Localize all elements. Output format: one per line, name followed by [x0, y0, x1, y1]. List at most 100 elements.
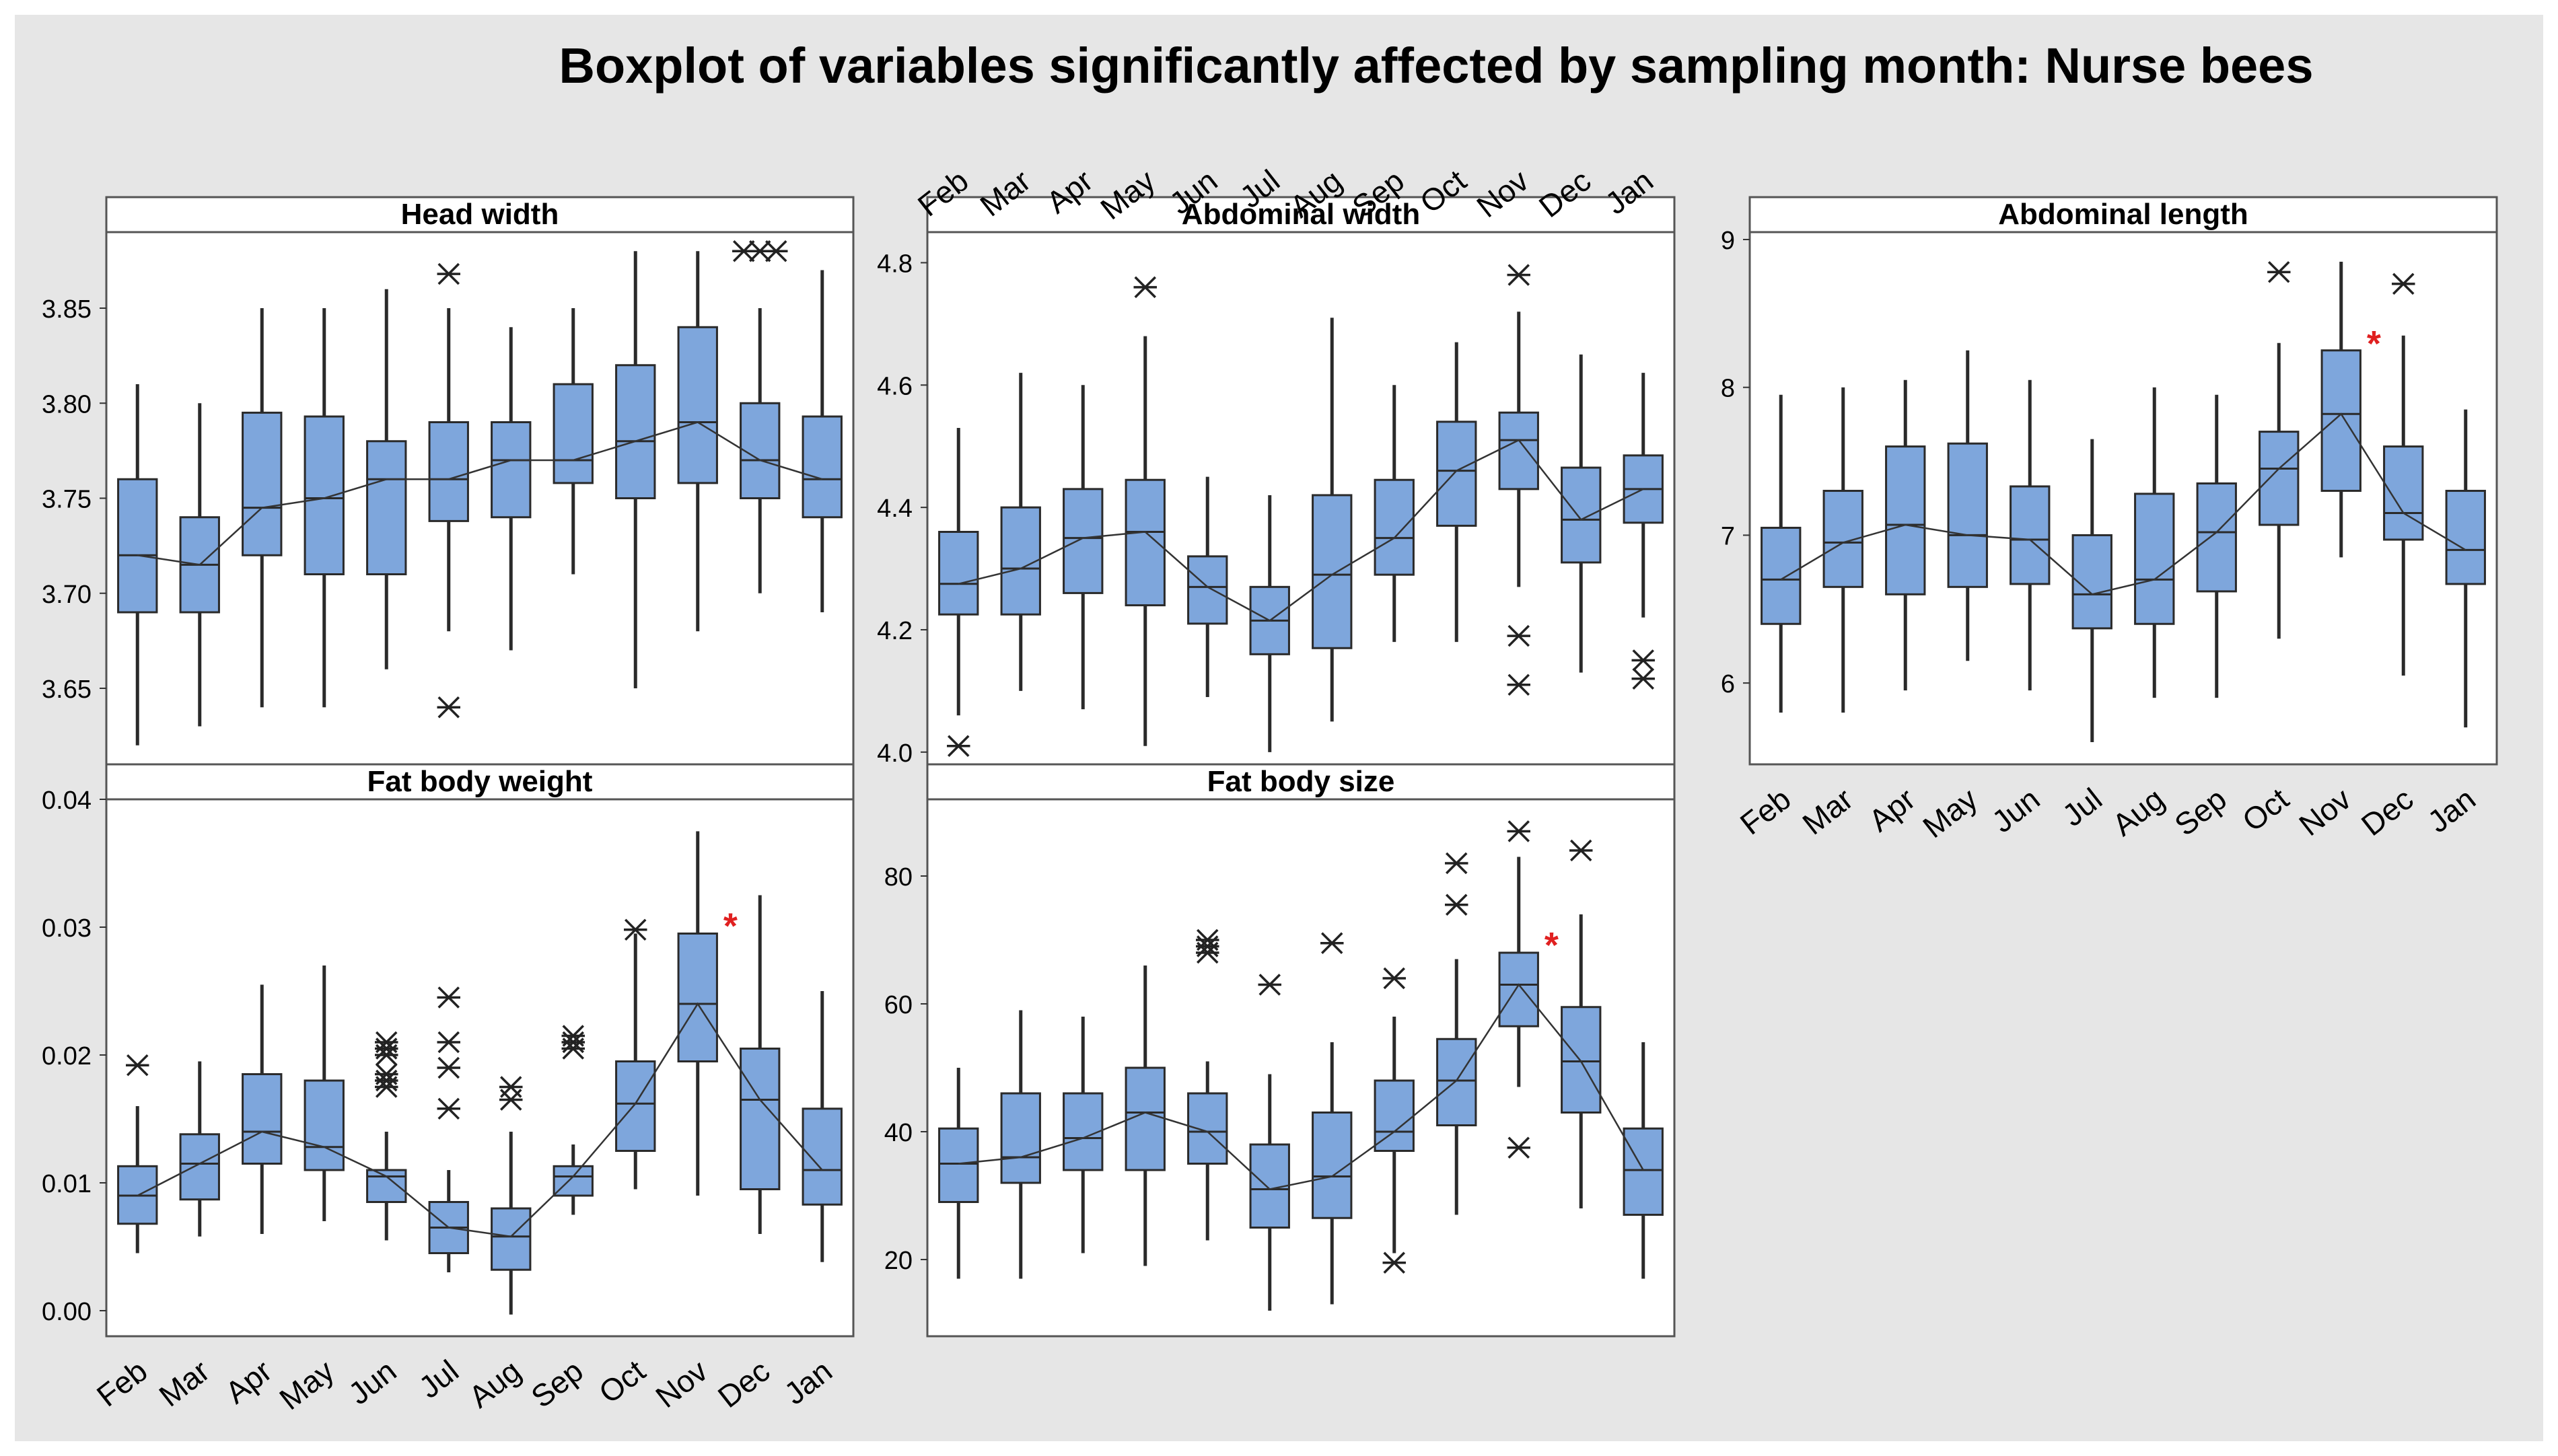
abdominal-width-iqr-box	[1498, 411, 1539, 490]
fat-body-weight-iqr-box	[740, 1048, 781, 1190]
fat-body-weight-iqr-box	[179, 1133, 220, 1201]
abdominal-length-box-nov	[2320, 261, 2361, 558]
abdominal-length-iqr-box	[2010, 485, 2051, 585]
head-width-outlier-jul	[437, 262, 460, 285]
abdominal-width-iqr-box	[1063, 488, 1104, 594]
abdominal-length-median-connect-line	[1780, 412, 2466, 595]
abdominal-length-box-oct	[2259, 261, 2300, 639]
abdominal-width-y-tick-label: 4.4	[877, 495, 913, 523]
fat-body-size-iqr-box	[1063, 1092, 1104, 1171]
panel-fat-body-weight: Fat body weight0.000.010.020.030.04*FebM…	[42, 763, 855, 1416]
fat-body-weight-iqr-box	[615, 1060, 656, 1152]
head-width-iqr-box	[366, 440, 407, 575]
abdominal-length-iqr-box	[1761, 526, 1802, 625]
abdominal-length-iqr-box	[2259, 431, 2300, 526]
fat-body-weight-outlier-jun	[375, 1044, 398, 1066]
abdominal-width-box-jun	[1187, 476, 1228, 697]
abdominal-length-iqr-box	[2196, 482, 2237, 593]
head-width-title: Head width	[401, 198, 559, 231]
fat-body-size-box-dec	[1561, 839, 1602, 1208]
fat-body-size-title: Fat body size	[1207, 765, 1395, 798]
abdominal-width-outlier-nov	[1507, 674, 1530, 696]
fat-body-weight-box-feb	[117, 1054, 158, 1253]
abdominal-width-iqr-box	[1187, 555, 1228, 625]
head-width-iqr-box	[491, 421, 532, 519]
abdominal-length-iqr-box	[2134, 493, 2175, 625]
head-width-outlier-dec	[765, 240, 788, 262]
fat-body-size-outlier-oct	[1445, 852, 1468, 875]
fat-body-size-median-connect-line	[958, 983, 1644, 1190]
fat-body-weight-y-tick-label: 0.01	[42, 1170, 92, 1198]
abdominal-width-title-strip	[926, 196, 1676, 233]
fat-body-size-box-apr	[1063, 1017, 1104, 1253]
abdominal-width-iqr-box	[1125, 478, 1166, 607]
abdominal-length-iqr-box	[1947, 442, 1988, 588]
fat-body-size-iqr-box	[1312, 1112, 1353, 1219]
abdominal-length-y-tick-label: 8	[1721, 375, 1735, 403]
abdominal-length-box-jun	[2010, 379, 2051, 691]
fat-body-size-box-mar	[1000, 1010, 1041, 1279]
fat-body-size-iqr-box	[1436, 1038, 1477, 1126]
abdominal-width-title: Abdominal width	[1182, 198, 1420, 231]
fat-body-size-outlier-aug	[1320, 932, 1344, 954]
abdominal-length-y-tick-label: 7	[1721, 522, 1735, 550]
panel-fat-body-size: Fat body size 20 40 60 80 *	[884, 763, 1676, 1338]
abdominal-length-box-sep	[2196, 394, 2237, 698]
head-width-box-sep	[553, 308, 594, 575]
fat-body-weight-outlier-oct	[624, 918, 647, 941]
abdominal-width-median-connect-line	[958, 439, 1644, 622]
head-width-box-mar	[179, 403, 220, 727]
abdominal-length-outlier-oct	[2267, 261, 2291, 283]
head-width-box-jul	[428, 262, 469, 719]
fat-body-weight-iqr-box	[366, 1169, 407, 1203]
head-width-plot-area	[105, 196, 855, 766]
fat-body-size-title-strip	[926, 763, 1676, 801]
fat-body-weight-box-oct	[615, 918, 656, 1190]
abdominal-length-title: Abdominal length	[1998, 198, 2248, 231]
fat-body-weight-y-tick-label: 0.04	[42, 787, 92, 815]
fat-body-size-outlier-nov	[1507, 1136, 1530, 1159]
head-width-box-jan	[802, 270, 843, 612]
fat-body-weight-outlier-jul	[437, 986, 460, 1009]
head-width-iqr-box	[615, 364, 656, 499]
panel-head-width: Head width 3.65 3.70 3.75 3.80 3.85	[42, 196, 855, 766]
fat-body-size-iqr-box	[1125, 1066, 1166, 1171]
abdominal-length-iqr-box	[2071, 534, 2112, 630]
fat-body-size-iqr-box	[1498, 951, 1539, 1027]
head-width-y-tick-label: 3.75	[42, 486, 92, 514]
fat-body-weight-outlier-jul	[437, 1031, 460, 1054]
head-width-iqr-box	[117, 478, 158, 614]
fat-body-size-box-jan	[1623, 1042, 1664, 1279]
head-width-box-oct	[615, 251, 656, 688]
head-width-box-feb	[117, 384, 158, 745]
head-width-y-tick-label: 3.70	[42, 581, 92, 609]
abdominal-width-box-aug	[1312, 318, 1353, 722]
fat-body-weight-median-connect-line	[137, 1002, 823, 1238]
abdominal-width-box-feb	[938, 427, 979, 757]
fat-body-weight-y-tick-label: 0.02	[42, 1042, 92, 1070]
fat-body-size-outlier-sep	[1382, 1251, 1406, 1274]
abdominal-length-plot-area	[1748, 196, 2498, 766]
abdominal-width-box-oct	[1436, 342, 1477, 643]
abdominal-width-y-tick-label: 4.8	[877, 250, 913, 278]
abdominal-width-outlier-may	[1133, 276, 1157, 299]
fat-body-weight-outlier-jul	[437, 1056, 460, 1079]
abdominal-length-iqr-box	[2445, 490, 2486, 585]
fat-body-size-plot-area	[926, 763, 1676, 1338]
fat-body-weight-box-nov	[677, 831, 718, 1196]
fat-body-size-y-tick-label: 20	[884, 1247, 913, 1275]
head-width-iqr-box	[677, 326, 718, 484]
abdominal-width-iqr-box	[1374, 478, 1415, 576]
fat-body-size-y-tick-label: 40	[884, 1119, 913, 1147]
fat-body-weight-box-sep	[553, 1025, 594, 1215]
head-width-box-nov	[677, 251, 718, 632]
head-width-outlier-jul	[437, 696, 460, 719]
fat-body-weight-y-tick-label: 0.03	[42, 914, 92, 943]
head-width-y-tick-label: 3.85	[42, 295, 92, 324]
fat-body-weight-outlier-jul	[437, 1097, 460, 1120]
abdominal-width-iqr-box	[1312, 494, 1353, 649]
abdominal-length-box-feb	[1761, 394, 1802, 713]
head-width-iqr-box	[304, 415, 345, 576]
fat-body-weight-iqr-box	[242, 1073, 283, 1165]
